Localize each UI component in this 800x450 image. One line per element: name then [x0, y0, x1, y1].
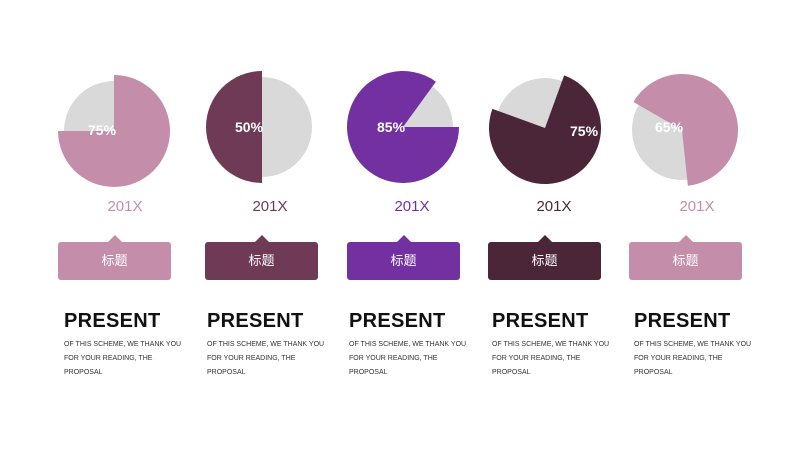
item-heading-5: PRESENT	[634, 310, 731, 332]
pie-slice-1	[58, 75, 170, 187]
tag-4: 标题	[488, 235, 601, 280]
pie-slice-3	[347, 70, 459, 183]
tag-1: 标题	[58, 235, 171, 280]
pie-percent-label-4: 75%	[570, 123, 599, 139]
pie-chart-2: 50%	[206, 71, 312, 183]
tag-3: 标题	[347, 235, 460, 280]
year-label-4: 201X	[536, 198, 572, 215]
pie-column-1: 75% 201X 标题 PRESENT OF THIS SCHEME, WE T…	[50, 0, 200, 450]
pie-slice-2	[206, 71, 262, 183]
pie-column-2: 50% 201X 标题 PRESENT OF THIS SCHEME, WE T…	[195, 0, 345, 450]
pie-percent-label-3: 85%	[377, 119, 406, 135]
pie-percent-label-5: 65%	[655, 119, 684, 135]
pie-slice-5	[633, 74, 738, 186]
item-body-1: OF THIS SCHEME, WE THANK YOU FOR YOUR RE…	[64, 341, 182, 376]
item-heading-4: PRESENT	[492, 310, 589, 332]
item-body-2: OF THIS SCHEME, WE THANK YOU FOR YOUR RE…	[207, 341, 325, 376]
pie-chart-5: 65%	[632, 74, 738, 186]
item-heading-1: PRESENT	[64, 310, 161, 332]
pie-chart-3: 85%	[347, 70, 459, 183]
year-label-2: 201X	[252, 198, 288, 215]
tag-2: 标题	[205, 235, 318, 280]
pie-percent-label-2: 50%	[235, 119, 264, 135]
year-label-3: 201X	[394, 198, 430, 215]
item-body-4: OF THIS SCHEME, WE THANK YOU FOR YOUR RE…	[492, 341, 610, 376]
pie-column-4: 75% 201X 标题 PRESENT OF THIS SCHEME, WE T…	[479, 0, 629, 450]
pie-slice-4	[489, 75, 601, 184]
year-label-5: 201X	[679, 198, 715, 215]
item-heading-2: PRESENT	[207, 310, 304, 332]
tag-5: 标题	[629, 235, 742, 280]
item-body-3: OF THIS SCHEME, WE THANK YOU FOR YOUR RE…	[349, 341, 467, 376]
pie-percent-label-1: 75%	[88, 122, 117, 138]
item-heading-3: PRESENT	[349, 310, 446, 332]
pie-column-3: 85% 201X 标题 PRESENT OF THIS SCHEME, WE T…	[337, 0, 487, 450]
year-label-1: 201X	[107, 198, 143, 215]
pie-column-5: 65% 201X 标题 PRESENT OF THIS SCHEME, WE T…	[622, 0, 772, 450]
pie-chart-4: 75%	[489, 75, 601, 184]
pie-chart-1: 75%	[58, 75, 170, 187]
item-body-5: OF THIS SCHEME, WE THANK YOU FOR YOUR RE…	[634, 341, 752, 376]
